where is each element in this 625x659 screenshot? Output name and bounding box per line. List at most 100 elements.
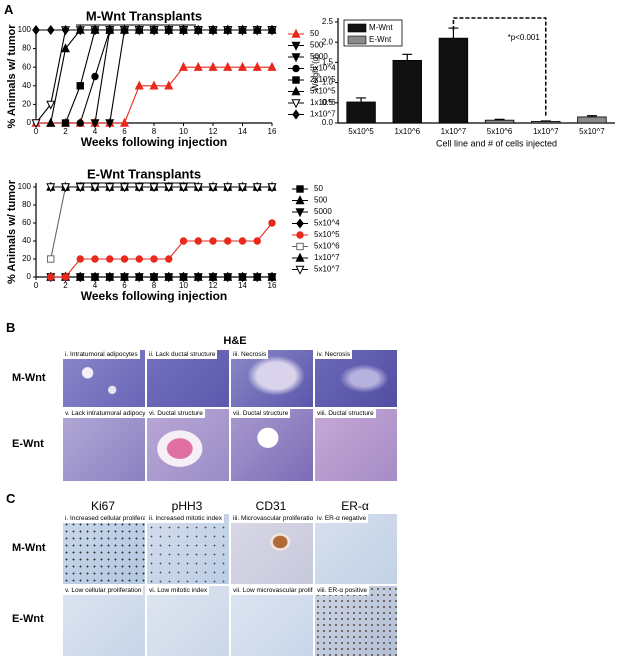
error-bar: [356, 97, 367, 102]
legend-label: 5x10^4: [314, 219, 340, 228]
marker: [208, 183, 218, 193]
x-tick-label: 6: [122, 281, 127, 290]
marker: [46, 117, 56, 127]
y-axis-label: % Animals w/ tumor: [6, 179, 18, 284]
marker: [178, 61, 189, 71]
he-title: H&E: [223, 335, 247, 347]
micrograph: v. Low cellular proliferation: [62, 585, 146, 657]
image-caption: iii. Necrosis: [231, 350, 269, 359]
marker: [90, 119, 100, 129]
micrograph: iii. Microvascular proliferation: [230, 513, 314, 585]
x-tick-label: 2: [63, 127, 68, 136]
marker: [209, 271, 217, 283]
micrograph: i. Intratumoral adipocytes: [62, 349, 146, 408]
significance-bracket: [452, 17, 547, 117]
image-caption: viii. Ductal structure: [315, 409, 376, 418]
image-caption: viii. ER-α positive: [315, 586, 369, 595]
y-tick-label: 80: [22, 200, 31, 209]
micrograph: iv. Necrosis: [314, 349, 398, 408]
legend-marker: [291, 99, 301, 109]
marker: [150, 255, 158, 263]
y-tick-label: 60: [22, 62, 31, 71]
legend-marker: [296, 231, 304, 239]
image-caption: vii. Low microvascular proliferation: [231, 586, 313, 595]
column-heading: ER-α: [341, 499, 369, 513]
row-label: M-Wnt: [12, 542, 46, 554]
marker: [120, 24, 129, 36]
x-axis-label: Cell line and # of cells injected: [436, 138, 557, 148]
marker: [164, 183, 174, 193]
legend-label: 5000: [314, 207, 332, 216]
legend-label: 5x10^6: [314, 242, 340, 251]
legend-swatch: [347, 35, 367, 45]
marker: [135, 271, 144, 283]
legend-label: 2x10^5: [310, 75, 336, 84]
micrograph: vi. Low mitotic index: [146, 585, 230, 657]
legend-marker: [296, 242, 304, 251]
x-tick-label: 16: [268, 127, 277, 136]
legend-marker: [291, 86, 301, 96]
micrograph: vi. Ductal structure: [146, 408, 230, 482]
marker: [194, 271, 203, 283]
x-tick-label: 1x10^6: [394, 127, 420, 136]
marker: [149, 183, 159, 193]
x-tick-label: 12: [209, 281, 218, 290]
legend-marker: [291, 41, 301, 51]
image-caption: vii. Ductal structure: [231, 409, 291, 418]
column-heading: Ki67: [90, 499, 116, 513]
image-caption: v. Lack intratumoral adipocytes: [63, 409, 145, 418]
marker: [46, 100, 56, 110]
x-tick-label: 10: [179, 281, 188, 290]
column-heading: pHH3: [171, 499, 203, 513]
micrograph: i. Increased cellular proliferation: [62, 513, 146, 585]
image-caption: ii. Increased mitotic index: [147, 514, 224, 523]
series-line: [36, 66, 272, 124]
marker: [179, 237, 188, 245]
marker: [105, 119, 115, 129]
marker: [61, 24, 70, 36]
legend-label: 50: [310, 29, 319, 38]
marker: [179, 271, 188, 283]
row-label: E-Wnt: [12, 438, 44, 450]
marker: [194, 24, 203, 36]
y-axis-label: Weight (g): [311, 54, 320, 91]
legend-label: 5x10^4: [310, 64, 336, 73]
marker: [268, 271, 276, 283]
image-caption: vi. Ductal structure: [147, 409, 205, 418]
image-caption: i. Increased cellular proliferation: [63, 514, 145, 523]
micrograph: vii. Low microvascular proliferation: [230, 585, 314, 657]
marker: [237, 183, 248, 193]
marker: [209, 24, 217, 36]
legend-marker: [295, 265, 305, 275]
y-tick-label: 20: [22, 100, 31, 109]
legend-box: [343, 19, 403, 47]
image-caption: iv. Necrosis: [315, 350, 353, 359]
legend-label: 500: [310, 41, 324, 50]
y-tick-label: 1.0: [322, 78, 334, 87]
bar: [484, 119, 515, 124]
image-caption: v. Low cellular proliferation: [63, 586, 144, 595]
y-axis-label: % Animals w/ tumor: [6, 24, 18, 129]
marker: [31, 119, 41, 129]
image-caption: iii. Microvascular proliferation: [231, 514, 313, 523]
legend-label: 500: [314, 196, 328, 205]
marker: [47, 255, 55, 263]
x-tick-label: 0: [34, 127, 39, 136]
marker: [238, 24, 247, 36]
legend-label: 1x10^7: [310, 110, 336, 119]
x-axis-label: Weeks following injection: [81, 135, 227, 149]
x-tick-label: 4: [93, 127, 98, 136]
marker: [223, 24, 232, 36]
marker: [76, 119, 84, 127]
legend-marker: [292, 64, 300, 73]
marker: [119, 183, 130, 193]
y-tick-label: 0.5: [322, 98, 334, 107]
marker: [268, 219, 276, 227]
bar: [438, 37, 469, 124]
marker: [119, 117, 130, 127]
bar: [392, 59, 422, 124]
x-tick-label: 16: [268, 281, 277, 290]
micrograph: iii. Necrosis: [230, 349, 314, 408]
marker: [193, 183, 203, 193]
x-tick-label: 10: [179, 127, 188, 136]
